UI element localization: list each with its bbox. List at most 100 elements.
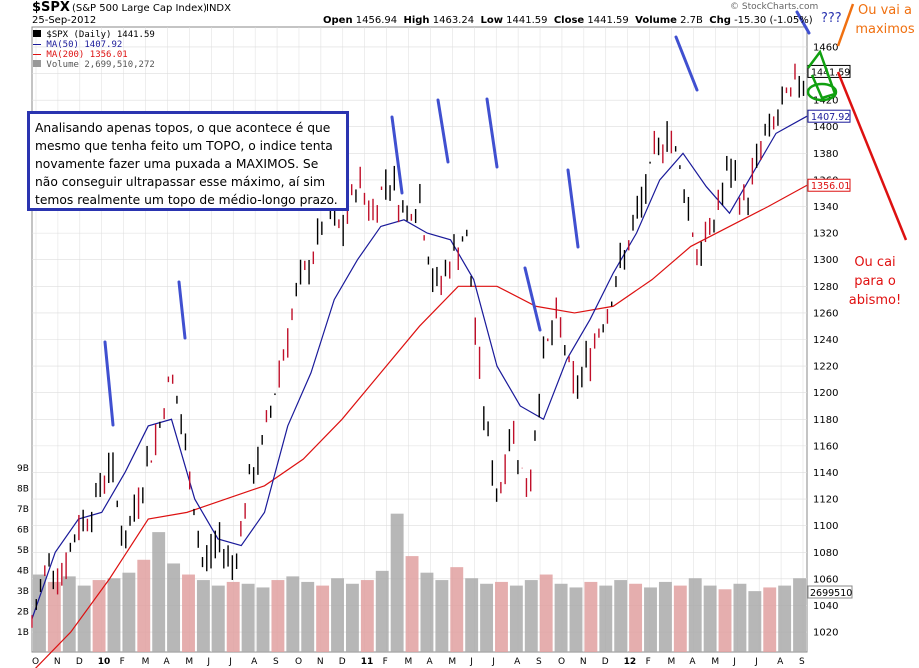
volume-bar bbox=[539, 574, 553, 652]
volume-bar bbox=[167, 563, 181, 652]
volume-tick-label: 6B bbox=[17, 526, 29, 536]
x-tick-label: A bbox=[426, 657, 433, 667]
volume-bar bbox=[286, 576, 300, 652]
volume-bar bbox=[688, 578, 702, 652]
x-tick-label: A bbox=[163, 657, 170, 667]
x-tick-label: J bbox=[206, 657, 210, 667]
stockcharts-watermark: © StockCharts.com bbox=[730, 2, 819, 12]
volume-bar bbox=[450, 567, 464, 652]
x-tick-label: M bbox=[142, 657, 150, 667]
annotation-up: Ou vai a maximos bbox=[855, 3, 915, 37]
volume-bar bbox=[658, 581, 672, 652]
x-tick-label: O bbox=[558, 657, 565, 667]
volume-bar bbox=[763, 587, 777, 652]
legend-price: $SPX (Daily) 1441.59 bbox=[33, 30, 155, 40]
x-tick-label: A bbox=[777, 657, 784, 667]
y-tick-label: 1460 bbox=[813, 42, 838, 53]
y-tick-label: 1180 bbox=[813, 415, 838, 426]
volume-bar bbox=[524, 580, 538, 652]
close-label: Close bbox=[553, 15, 585, 26]
y-tick-label: 1260 bbox=[813, 308, 838, 319]
low-value: 1441.59 bbox=[506, 15, 548, 26]
volume-swatch-icon bbox=[33, 60, 41, 67]
top-marker bbox=[390, 115, 404, 195]
x-tick-label: O bbox=[295, 657, 302, 667]
x-tick-label: A bbox=[251, 657, 258, 667]
legend-ma200: MA(200) 1356.01 bbox=[33, 50, 155, 60]
change-label: Chg bbox=[709, 15, 731, 26]
x-tick-label: J bbox=[754, 657, 758, 667]
top-marker bbox=[103, 340, 115, 427]
volume-tick-label: 9B bbox=[17, 464, 29, 474]
volume-tick-label: 7B bbox=[17, 505, 29, 515]
low-label: Low bbox=[480, 15, 503, 26]
x-tick-label: F bbox=[120, 657, 125, 667]
volume-bar bbox=[152, 532, 166, 652]
volume-bar bbox=[495, 581, 508, 652]
volume-bar bbox=[644, 587, 657, 652]
y-tick-label: 1340 bbox=[813, 202, 838, 213]
volume-bar bbox=[360, 580, 374, 652]
volume-bar bbox=[331, 578, 344, 652]
last-price-tag: 1441.59 bbox=[811, 67, 850, 78]
volume-bar bbox=[778, 585, 792, 652]
top-marker bbox=[523, 266, 542, 332]
price-swatch-icon bbox=[33, 30, 41, 37]
volume-bar bbox=[703, 585, 717, 652]
x-tick-label: M bbox=[448, 657, 456, 667]
chart-date: 25-Sep-2012 bbox=[32, 15, 97, 26]
x-tick-label: A bbox=[689, 657, 696, 667]
exchange-label: INDX bbox=[206, 3, 231, 14]
x-tick-label: D bbox=[602, 657, 609, 667]
y-tick-label: 1200 bbox=[813, 388, 838, 399]
change-value: -15.30 (-1.05%) bbox=[734, 15, 813, 26]
volume-bar bbox=[405, 556, 419, 652]
x-tick-label: F bbox=[383, 657, 388, 667]
close-value: 1441.59 bbox=[587, 15, 629, 26]
top-marker bbox=[795, 10, 811, 35]
volume-bar bbox=[345, 583, 359, 652]
chart-legend: $SPX (Daily) 1441.59 MA(50) 1407.92 MA(2… bbox=[33, 30, 155, 70]
y-tick-label: 1100 bbox=[813, 521, 838, 532]
volume-bar bbox=[599, 585, 613, 652]
volume-bar bbox=[748, 591, 762, 652]
volume-bar bbox=[390, 513, 404, 652]
volume-tag: 2699510 bbox=[810, 588, 852, 599]
volume-tick-label: 4B bbox=[17, 567, 29, 577]
volume-bar bbox=[77, 585, 91, 652]
x-tick-label: M bbox=[711, 657, 719, 667]
volume-tick-label: 8B bbox=[17, 485, 29, 495]
volume-label: Volume bbox=[635, 15, 677, 26]
y-tick-label: 1060 bbox=[813, 574, 838, 585]
x-tick-label: J bbox=[469, 657, 473, 667]
support-circle bbox=[806, 82, 838, 102]
ma50-tag-box bbox=[807, 109, 851, 123]
volume-bar bbox=[435, 580, 449, 652]
x-tick-label: N bbox=[317, 657, 324, 667]
top-marker bbox=[566, 168, 580, 249]
y-tick-label: 1120 bbox=[813, 495, 838, 506]
ma50-swatch-icon bbox=[33, 44, 41, 45]
volume-bar bbox=[301, 581, 315, 652]
volume-bar bbox=[554, 583, 568, 652]
x-tick-label: D bbox=[339, 657, 346, 667]
annotation-question: ??? bbox=[821, 11, 842, 26]
volume-bar bbox=[420, 572, 434, 652]
volume-bar bbox=[211, 585, 225, 652]
y-tick-label: 1220 bbox=[813, 362, 838, 373]
x-tick-label: M bbox=[405, 657, 413, 667]
volume-bar bbox=[584, 581, 598, 652]
ma200-tag: 1356.01 bbox=[811, 181, 850, 192]
volume-bar bbox=[226, 581, 240, 652]
ma200-line bbox=[34, 184, 808, 668]
up-arrow bbox=[836, 3, 855, 47]
x-tick-label: S bbox=[799, 657, 805, 667]
ohlc-readout: Open 1456.94 High 1463.24 Low 1441.59 Cl… bbox=[323, 15, 813, 26]
y-tick-label: 1320 bbox=[813, 229, 838, 240]
down-line bbox=[836, 71, 908, 241]
volume-bar bbox=[92, 580, 106, 652]
volume-bar bbox=[241, 583, 255, 652]
x-tick-label: 11 bbox=[361, 657, 374, 667]
projection-path bbox=[807, 49, 837, 100]
